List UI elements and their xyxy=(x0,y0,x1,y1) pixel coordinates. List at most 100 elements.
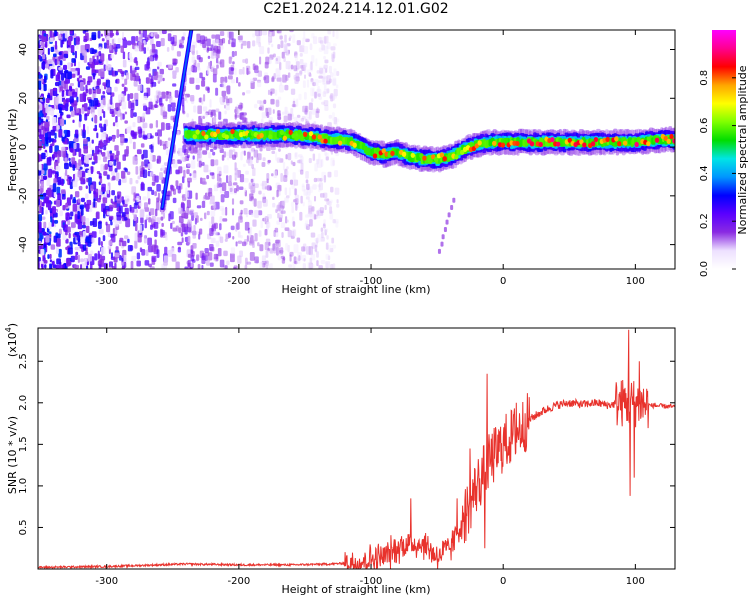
spectrogram-speckle xyxy=(299,45,305,53)
spectrogram-speckle xyxy=(244,221,250,231)
spectrogram-speckle xyxy=(130,65,133,74)
spectrogram-speckle xyxy=(330,72,334,78)
spectrogram-speckle xyxy=(254,183,259,188)
spectrogram-tail xyxy=(441,234,445,240)
spectrogram-speckle xyxy=(192,242,197,249)
spectrogram-speckle xyxy=(181,36,185,41)
spectrogram-speckle xyxy=(87,253,92,262)
spectrogram-speckle xyxy=(331,54,335,63)
spectrogram-speckle xyxy=(48,231,52,235)
spectrogram-peak xyxy=(582,142,587,148)
spectrogram-speckle xyxy=(74,191,80,198)
spectrogram-speckle xyxy=(232,235,235,240)
spectrogram-speckle xyxy=(85,265,89,269)
spectrogram-speckle xyxy=(293,65,298,72)
spectrogram-speckle xyxy=(65,169,68,177)
spectrogram-speckle xyxy=(211,216,215,225)
spectrogram-speckle xyxy=(129,204,132,212)
spectrogram-speckle xyxy=(43,221,47,229)
x-tick-label: 0 xyxy=(500,276,506,287)
spectrogram-speckle xyxy=(138,30,141,35)
spectrogram-speckle xyxy=(58,51,62,56)
spectrogram-speckle xyxy=(83,103,88,112)
spectrogram-speckle xyxy=(279,249,284,253)
spectrogram-speckle xyxy=(330,93,334,102)
spectrogram-speckle xyxy=(70,73,76,78)
spectrogram-speckle xyxy=(186,67,192,75)
spectrogram-speckle xyxy=(289,35,292,39)
spectrogram-speckle xyxy=(221,154,225,161)
spectrogram-speckle xyxy=(274,242,280,246)
spectrogram-speckle xyxy=(80,236,86,243)
spectrogram-speckle xyxy=(320,43,324,48)
spectrogram-speckle xyxy=(144,202,149,211)
spectrogram-speckle xyxy=(332,159,335,166)
spectrogram-speckle xyxy=(118,94,122,103)
spectrogram-speckle xyxy=(314,91,317,99)
spectrogram-speckle xyxy=(269,248,274,254)
spectrogram-speckle xyxy=(63,80,68,84)
spectrogram-speckle xyxy=(71,58,76,63)
spectrogram-speckle xyxy=(47,201,52,211)
spectrogram-speckle xyxy=(165,94,168,102)
spectrogram-speckle xyxy=(96,88,101,94)
spectrogram-speckle xyxy=(323,64,328,70)
spectrogram-speckle xyxy=(47,47,50,55)
spectrogram-speckle xyxy=(228,67,234,75)
spectrogram-speckle xyxy=(334,170,339,178)
spectrogram-speckle xyxy=(296,257,301,264)
spectrogram-speckle xyxy=(143,234,147,244)
spectrogram-speckle xyxy=(327,255,331,261)
spectrogram-speckle xyxy=(264,75,270,84)
spectrogram-speckle xyxy=(325,68,328,73)
spectrogram-speckle xyxy=(258,190,262,195)
spectrogram-speckle xyxy=(53,178,57,185)
spectrogram-speckle xyxy=(189,95,195,102)
spectrogram-speckle xyxy=(74,264,80,269)
spectrogram-speckle xyxy=(115,116,118,124)
spectrogram-speckle xyxy=(298,255,301,261)
spectrogram-speckle xyxy=(149,208,155,216)
spectrogram-speckle xyxy=(323,55,326,60)
spectrogram-speckle xyxy=(85,237,90,243)
spectrogram-speckle xyxy=(114,70,118,76)
spectrogram-speckle xyxy=(292,228,297,237)
spectrogram-speckle xyxy=(177,188,182,194)
spectrogram-speckle xyxy=(110,96,113,105)
spectrogram-speckle xyxy=(209,172,215,176)
spectrogram-speckle xyxy=(224,191,230,199)
spectrogram-speckle xyxy=(334,218,339,224)
spectrogram-speckle xyxy=(54,30,57,37)
spectrogram-speckle xyxy=(209,243,214,251)
spectrogram-speckle xyxy=(96,211,100,220)
y-tick-label: 0.5 xyxy=(18,519,29,535)
spectrogram-speckle xyxy=(196,205,202,209)
spectrogram-speckle xyxy=(282,111,285,116)
spectrogram-speckle xyxy=(285,219,289,223)
spectrogram-speckle xyxy=(150,135,154,139)
spectrogram-speckle xyxy=(330,186,334,193)
spectrogram-speckle xyxy=(259,105,264,111)
spectrogram-peak xyxy=(422,155,427,161)
spectrogram-speckle xyxy=(239,200,244,205)
spectrogram-speckle xyxy=(202,181,207,185)
spectrogram-peak xyxy=(605,136,610,143)
spectrogram-speckle xyxy=(61,72,65,81)
spectrogram-speckle xyxy=(111,170,115,176)
spectrogram-speckle xyxy=(135,223,138,232)
spectrogram-speckle xyxy=(195,77,200,84)
spectrogram-speckle xyxy=(89,263,93,269)
spectrogram-speckle xyxy=(233,188,237,194)
spectrogram-speckle xyxy=(295,204,299,209)
spectrogram-heatmap xyxy=(38,30,675,269)
spectrogram-peak xyxy=(186,129,192,135)
spectrogram-speckle xyxy=(314,195,317,202)
spectrogram-speckle xyxy=(120,45,124,53)
spectrogram-speckle xyxy=(272,243,275,251)
spectrogram-speckle xyxy=(265,250,269,258)
snr-panel: -300 -200 -100 0 100 0.5 1.0 1.5 2.0 2.5 Height … xyxy=(4,323,676,596)
spectrogram-speckle xyxy=(331,52,335,60)
spectrogram-speckle xyxy=(38,257,41,262)
spectrogram-speckle xyxy=(72,180,78,188)
spectrogram-speckle xyxy=(172,83,177,87)
